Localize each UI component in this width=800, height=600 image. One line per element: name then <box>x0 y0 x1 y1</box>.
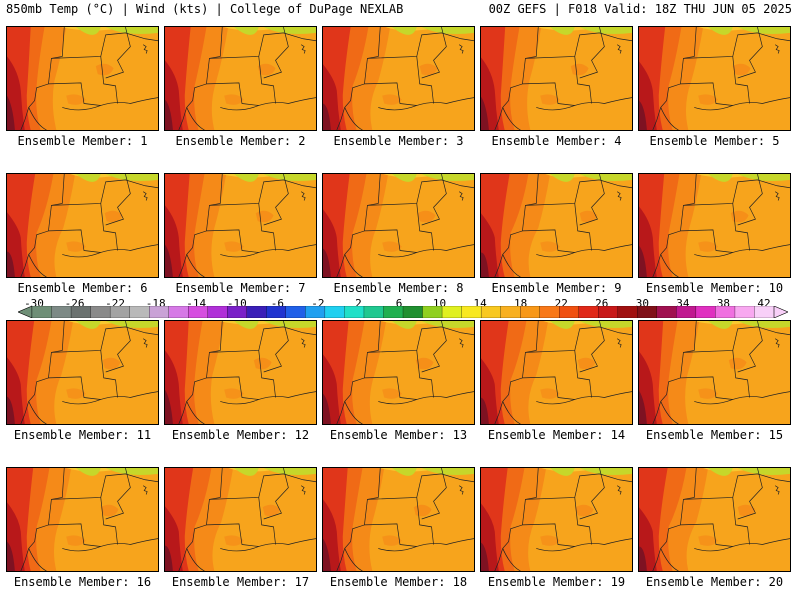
map-title: 850mb Temp (°C) | Wind (kts) | College o… <box>6 2 404 16</box>
colorbar-segment <box>578 306 599 318</box>
ensemble-member-map <box>322 173 475 278</box>
ensemble-member-map <box>6 320 159 425</box>
colorbar-segment <box>168 306 189 318</box>
ensemble-member-label: Ensemble Member: 4 <box>491 134 622 148</box>
ensemble-member-label: Ensemble Member: 6 <box>17 281 148 295</box>
ensemble-member-label: Ensemble Member: 1 <box>17 134 148 148</box>
colorbar-segment <box>695 306 716 318</box>
ensemble-member-map <box>6 173 159 278</box>
colorbar-segment <box>520 306 541 318</box>
ensemble-member-map <box>322 26 475 131</box>
ensemble-member-label: Ensemble Member: 5 <box>649 134 780 148</box>
colorbar-segment <box>246 306 267 318</box>
colorbar-segment <box>70 306 92 318</box>
colorbar-low-arrow <box>18 306 33 318</box>
colorbar-segment <box>324 306 345 318</box>
ensemble-member-label: Ensemble Member: 16 <box>13 575 152 589</box>
ensemble-member-map <box>164 467 317 572</box>
colorbar-segment <box>188 306 209 318</box>
colorbar-segment <box>715 306 736 318</box>
colorbar-segment <box>422 306 443 318</box>
colorbar-segment <box>637 306 658 318</box>
colorbar-segment <box>227 306 248 318</box>
colorbar-segment <box>441 306 463 318</box>
colorbar-segment <box>344 306 365 318</box>
ensemble-member-label: Ensemble Member: 19 <box>487 575 626 589</box>
colorbar-segment <box>51 306 72 318</box>
ensemble-member-label: Ensemble Member: 9 <box>491 281 622 295</box>
colorbar-segment <box>734 306 755 318</box>
colorbar-segment <box>285 306 306 318</box>
colorbar-segment <box>383 306 404 318</box>
colorbar-segment <box>149 306 170 318</box>
ensemble-member-map <box>638 173 791 278</box>
ensemble-member-label: Ensemble Member: 11 <box>13 428 152 442</box>
ensemble-member-label: Ensemble Member: 10 <box>645 281 784 295</box>
ensemble-member-label: Ensemble Member: 2 <box>175 134 306 148</box>
colorbar-segment <box>656 306 677 318</box>
colorbar-segment <box>305 306 326 318</box>
ensemble-member-map <box>6 467 159 572</box>
colorbar-segment <box>402 306 423 318</box>
colorbar-segment <box>480 306 502 318</box>
colorbar-segment <box>559 306 580 318</box>
ensemble-member-label: Ensemble Member: 14 <box>487 428 626 442</box>
colorbar-segment <box>31 306 52 318</box>
ensemble-member-label: Ensemble Member: 8 <box>333 281 464 295</box>
colorbar-segment <box>363 306 384 318</box>
ensemble-member-label: Ensemble Member: 13 <box>329 428 468 442</box>
ensemble-member-map <box>164 173 317 278</box>
ensemble-member-label: Ensemble Member: 7 <box>175 281 306 295</box>
run-valid-time: 00Z GEFS | F018 Valid: 18Z THU JUN 05 20… <box>488 2 792 16</box>
colorbar-segment <box>109 306 131 318</box>
ensemble-member-label: Ensemble Member: 18 <box>329 575 468 589</box>
ensemble-member-map <box>638 320 791 425</box>
colorbar-segment <box>598 306 619 318</box>
colorbar-segment <box>266 306 287 318</box>
colorbar-segment <box>617 306 638 318</box>
ensemble-member-label: Ensemble Member: 15 <box>645 428 784 442</box>
colorbar-high-arrow <box>773 306 788 318</box>
ensemble-member-label: Ensemble Member: 20 <box>645 575 784 589</box>
ensemble-member-map <box>322 320 475 425</box>
colorbar-tick-label: 2 <box>355 297 362 310</box>
ensemble-member-map <box>480 467 633 572</box>
ensemble-member-map <box>6 26 159 131</box>
temperature-colorbar <box>18 306 788 318</box>
colorbar-segment <box>129 306 150 318</box>
ensemble-member-label: Ensemble Member: 3 <box>333 134 464 148</box>
ensemble-member-map <box>638 26 791 131</box>
ensemble-member-map <box>164 320 317 425</box>
ensemble-member-map <box>322 467 475 572</box>
colorbar-segment <box>461 306 482 318</box>
ensemble-member-map <box>164 26 317 131</box>
colorbar-segment <box>539 306 560 318</box>
ensemble-member-map <box>480 173 633 278</box>
colorbar-segment <box>207 306 228 318</box>
colorbar-segment <box>754 306 775 318</box>
ensemble-member-label: Ensemble Member: 17 <box>171 575 310 589</box>
ensemble-member-map <box>480 320 633 425</box>
colorbar-segment <box>500 306 521 318</box>
ensemble-member-label: Ensemble Member: 12 <box>171 428 310 442</box>
colorbar-segment <box>676 306 697 318</box>
colorbar-tick-label: 6 <box>395 297 403 310</box>
ensemble-member-map <box>480 26 633 131</box>
colorbar-segment <box>90 306 111 318</box>
ensemble-member-map <box>638 467 791 572</box>
